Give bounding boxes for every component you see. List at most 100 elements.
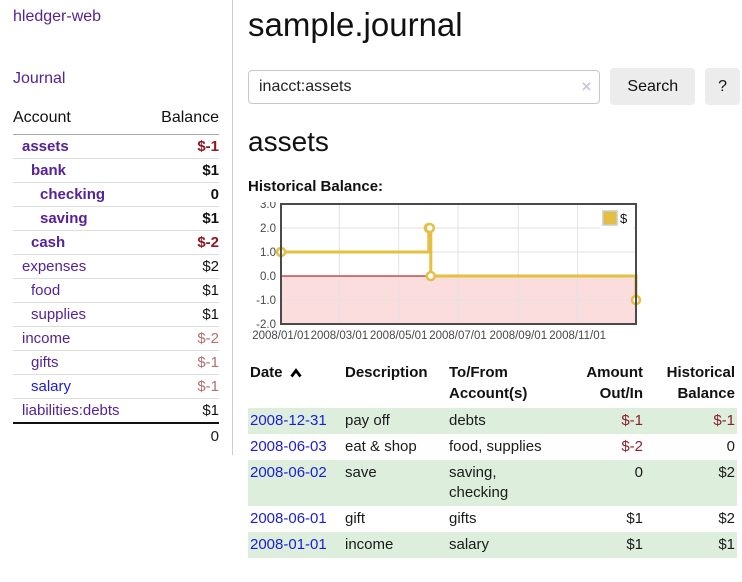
search-button[interactable]: Search xyxy=(610,68,696,105)
chart-title: Historical Balance: xyxy=(248,178,384,195)
transaction-date-link[interactable]: 2008-01-01 xyxy=(250,536,327,553)
account-row: checking 0 xyxy=(13,183,219,207)
accounts-table-header: Account Balance xyxy=(13,106,219,135)
account-heading: assets xyxy=(248,126,329,157)
register-account-name: saving, xyxy=(449,464,497,481)
account-balance: $1 xyxy=(202,210,219,227)
x-axis-tick-label: 2008/01/01 xyxy=(252,330,310,342)
y-axis-tick-label: 0.0 xyxy=(260,271,276,283)
help-button[interactable]: ? xyxy=(705,68,740,105)
account-balance: $2 xyxy=(202,258,219,275)
account-balance: $-1 xyxy=(197,354,219,371)
search-form: × Search ? xyxy=(248,68,740,105)
register-row: 2008-12-31 pay off debts $-1 $-1 xyxy=(248,408,737,434)
account-balance: $-2 xyxy=(197,330,219,347)
app-brand-link[interactable]: hledger-web xyxy=(13,8,102,25)
register-date-cell: 2008-12-31 xyxy=(248,408,343,434)
register-balance-cell: $-1 xyxy=(713,412,735,429)
sidebar-account-liabilities-debts[interactable]: liabilities:debts xyxy=(22,402,120,419)
account-row: income $-2 xyxy=(13,327,219,351)
x-axis-tick-label: 2008/05/01 xyxy=(370,330,428,342)
accounts-header-balance: Balance xyxy=(161,109,219,126)
y-axis-tick-label: 3.0 xyxy=(260,202,276,211)
register-description-cell: eat & shop xyxy=(345,438,417,455)
account-row: assets $-1 xyxy=(13,135,219,159)
account-row: liabilities:debts $1 xyxy=(13,399,219,423)
column-header-description: Description xyxy=(345,364,428,381)
main-content: sample.journal × Search ? assets Histori… xyxy=(248,0,740,558)
account-balance: $-1 xyxy=(197,378,219,395)
sidebar-account-expenses[interactable]: expenses xyxy=(22,258,87,275)
sidebar-account-cash[interactable]: cash xyxy=(31,234,66,251)
account-row: food $1 xyxy=(13,279,219,303)
search-box: × xyxy=(248,68,601,105)
account-row: saving $1 xyxy=(13,207,219,231)
sidebar-account-supplies[interactable]: supplies xyxy=(31,306,87,323)
account-balance: $-2 xyxy=(197,234,219,251)
account-balance: $1 xyxy=(202,306,219,323)
y-axis-tick-label: 2.0 xyxy=(260,223,276,235)
register-accounts-cell: saving, checking xyxy=(447,460,565,506)
register-account-name: supplies xyxy=(486,438,542,455)
plot-border xyxy=(280,203,637,325)
register-account-name: debts xyxy=(449,412,486,429)
register-date-cell: 2008-01-01 xyxy=(248,532,343,558)
legend-swatch xyxy=(602,210,618,226)
register-account-name: food, xyxy=(449,438,483,455)
register-balance-cell: $2 xyxy=(718,510,735,527)
sort-ascending-icon xyxy=(289,368,302,378)
register-row: 2008-06-03 eat & shop food, supplies $-2 0 xyxy=(248,434,737,460)
account-row: bank $1 xyxy=(13,159,219,183)
register-amount-cell: $-2 xyxy=(621,438,643,455)
sidebar-account-assets[interactable]: assets xyxy=(22,138,69,155)
sidebar-account-saving[interactable]: saving xyxy=(40,210,88,227)
register-description-cell: pay off xyxy=(345,412,390,429)
register-balance-cell: $2 xyxy=(718,464,735,481)
register-account-name: salary xyxy=(449,536,490,553)
column-header-amount: Amount Out/In xyxy=(586,364,643,402)
transaction-date-link[interactable]: 2008-06-01 xyxy=(250,510,327,527)
y-axis-tick-label: 1.0 xyxy=(260,247,276,259)
register-table-body: 2008-12-31 pay off debts $-1 $-1 2008-06-03 ea… xyxy=(248,408,737,558)
sidebar-account-food[interactable]: food xyxy=(31,282,61,299)
accounts-table: Account Balance assets $-1 bank $1 checking 0… xyxy=(13,106,219,449)
account-row: cash $-2 xyxy=(13,231,219,255)
sidebar-account-gifts[interactable]: gifts xyxy=(31,354,59,371)
sidebar-item-journal[interactable]: Journal xyxy=(13,70,66,87)
register-description-cell: gift xyxy=(345,510,366,527)
register-description-cell: income xyxy=(345,536,394,553)
register-date-cell: 2008-06-03 xyxy=(248,434,343,460)
transaction-date-link[interactable]: 2008-06-02 xyxy=(250,464,327,481)
y-axis-tick-label: -2.0 xyxy=(256,319,276,331)
search-input[interactable] xyxy=(248,70,601,104)
column-header-date[interactable]: Date xyxy=(248,360,343,408)
sidebar-account-salary[interactable]: salary xyxy=(31,378,72,395)
sidebar-account-bank[interactable]: bank xyxy=(31,162,67,179)
account-balance: $1 xyxy=(202,162,219,179)
register-row: 2008-01-01 income salary $1 $1 xyxy=(248,532,737,558)
sidebar-account-checking[interactable]: checking xyxy=(40,186,106,203)
x-axis-tick-label: 2008/03/01 xyxy=(311,330,369,342)
transaction-date-link[interactable]: 2008-06-03 xyxy=(250,438,327,455)
register-account-name: gifts xyxy=(449,510,477,527)
sidebar-account-income[interactable]: income xyxy=(22,330,71,347)
accounts-total-row: 0 xyxy=(13,422,219,449)
transaction-date-link[interactable]: 2008-12-31 xyxy=(250,412,327,429)
register-amount-cell: 0 xyxy=(634,464,643,481)
legend-label: $ xyxy=(620,211,628,226)
clear-search-icon[interactable]: × xyxy=(581,77,592,96)
account-row: expenses $2 xyxy=(13,255,219,279)
register-balance-cell: 0 xyxy=(726,438,735,455)
register-table: Date Description To/From Account(s) Amount Ou… xyxy=(248,360,737,558)
register-amount-cell: $-1 xyxy=(621,412,643,429)
account-row: salary $-1 xyxy=(13,375,219,399)
data-point-marker xyxy=(425,270,437,282)
register-table-head: Date Description To/From Account(s) Amount Ou… xyxy=(248,360,737,408)
accounts-header-account: Account xyxy=(13,109,71,126)
register-row: 2008-06-01 gift gifts $1 $2 xyxy=(248,506,737,532)
account-balance: $1 xyxy=(202,402,219,419)
register-description-cell: save xyxy=(345,464,377,481)
register-amount-cell: $1 xyxy=(626,510,643,527)
accounts-total-value: 0 xyxy=(210,428,219,445)
